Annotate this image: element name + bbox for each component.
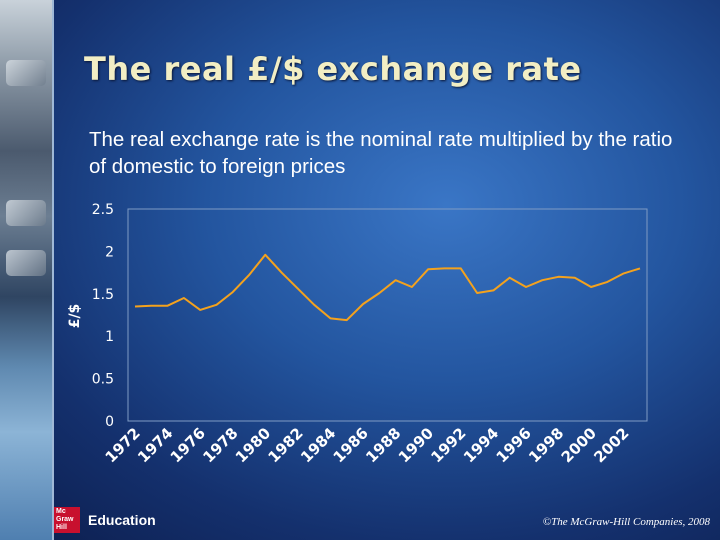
y-tick-label: 1.5 <box>92 287 114 303</box>
x-tick-label: 1974 <box>134 424 176 466</box>
y-tick-label: 1 <box>105 329 114 345</box>
x-tick-label: 1980 <box>232 424 274 466</box>
series-group <box>134 253 641 322</box>
x-tick-label: 1992 <box>427 424 469 466</box>
x-tick-label: 1972 <box>102 424 144 466</box>
series-line <box>134 253 641 322</box>
y-tick-label: 2.5 <box>92 202 114 218</box>
x-tick-label: 1990 <box>395 424 437 466</box>
x-tick-label: 2000 <box>558 424 600 466</box>
x-tick-label: 1996 <box>493 424 535 466</box>
y-tick-label: 2 <box>105 244 114 260</box>
x-tick-label: 1984 <box>297 424 339 466</box>
logo-text: Education <box>88 512 156 528</box>
x-axis-ticks: 1972197419761978198019821984198619881990… <box>102 424 633 466</box>
decorative-side-strip <box>0 0 54 540</box>
y-axis-label: £/$ <box>67 304 83 329</box>
x-tick-label: 1998 <box>525 424 567 466</box>
x-tick-label: 1986 <box>330 424 372 466</box>
x-tick-label: 1982 <box>264 424 306 466</box>
slide-subtitle: The real exchange rate is the nominal ra… <box>89 128 673 178</box>
y-tick-label: 0 <box>105 414 114 430</box>
y-axis-ticks: 2.5 2 1.5 1 0.5 0 <box>92 202 114 430</box>
slide-title: The real £/$ exchange rate <box>84 50 582 88</box>
x-tick-label: 1978 <box>199 424 241 466</box>
film-reel-icon <box>6 60 46 86</box>
x-tick-label: 2002 <box>590 424 632 466</box>
x-tick-label: 1976 <box>167 424 209 466</box>
y-tick-label: 0.5 <box>92 372 114 388</box>
logo-mark: Mc Graw Hill <box>54 507 80 533</box>
film-reel-icon <box>6 200 46 226</box>
plot-area <box>127 208 648 422</box>
film-reel-icon <box>6 250 46 276</box>
mcgraw-hill-logo: Mc Graw Hill Education <box>54 507 156 533</box>
x-tick-label: 1988 <box>362 424 404 466</box>
x-tick-label: 1994 <box>460 424 502 466</box>
copyright-notice: ©The McGraw-Hill Companies, 2008 <box>542 516 710 528</box>
